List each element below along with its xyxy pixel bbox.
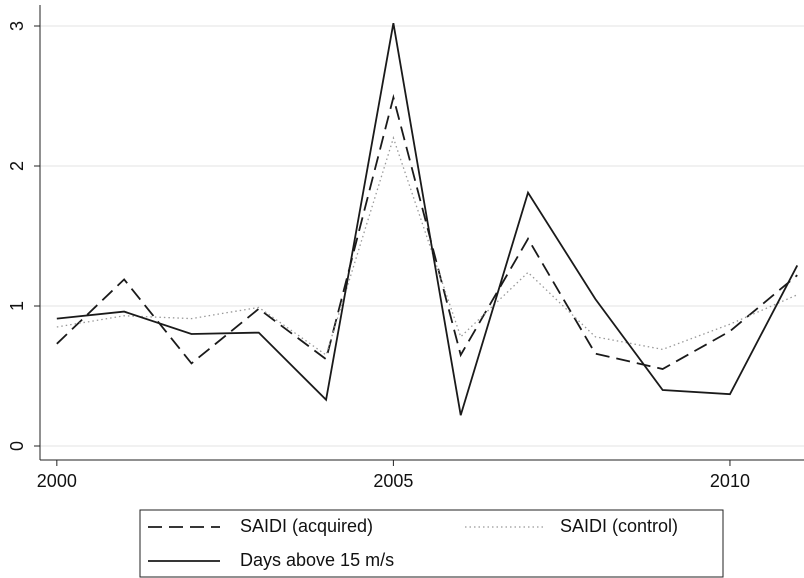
- y-tick-label: 3: [7, 21, 27, 31]
- line-series: [56, 23, 799, 416]
- legend-box: [139, 509, 724, 578]
- line-series: [56, 93, 798, 370]
- x-tick-label: 2000: [37, 471, 77, 491]
- legend-label: SAIDI (control): [560, 516, 678, 536]
- x-tick-label: 2005: [373, 471, 413, 491]
- y-tick-label: 0: [7, 441, 27, 451]
- legend-label: Days above 15 m/s: [240, 550, 394, 570]
- line-series: [56, 135, 798, 357]
- y-tick-label: 2: [7, 161, 27, 171]
- x-tick-label: 2010: [710, 471, 750, 491]
- y-tick-label: 1: [7, 301, 27, 311]
- legend-label: SAIDI (acquired): [240, 516, 373, 536]
